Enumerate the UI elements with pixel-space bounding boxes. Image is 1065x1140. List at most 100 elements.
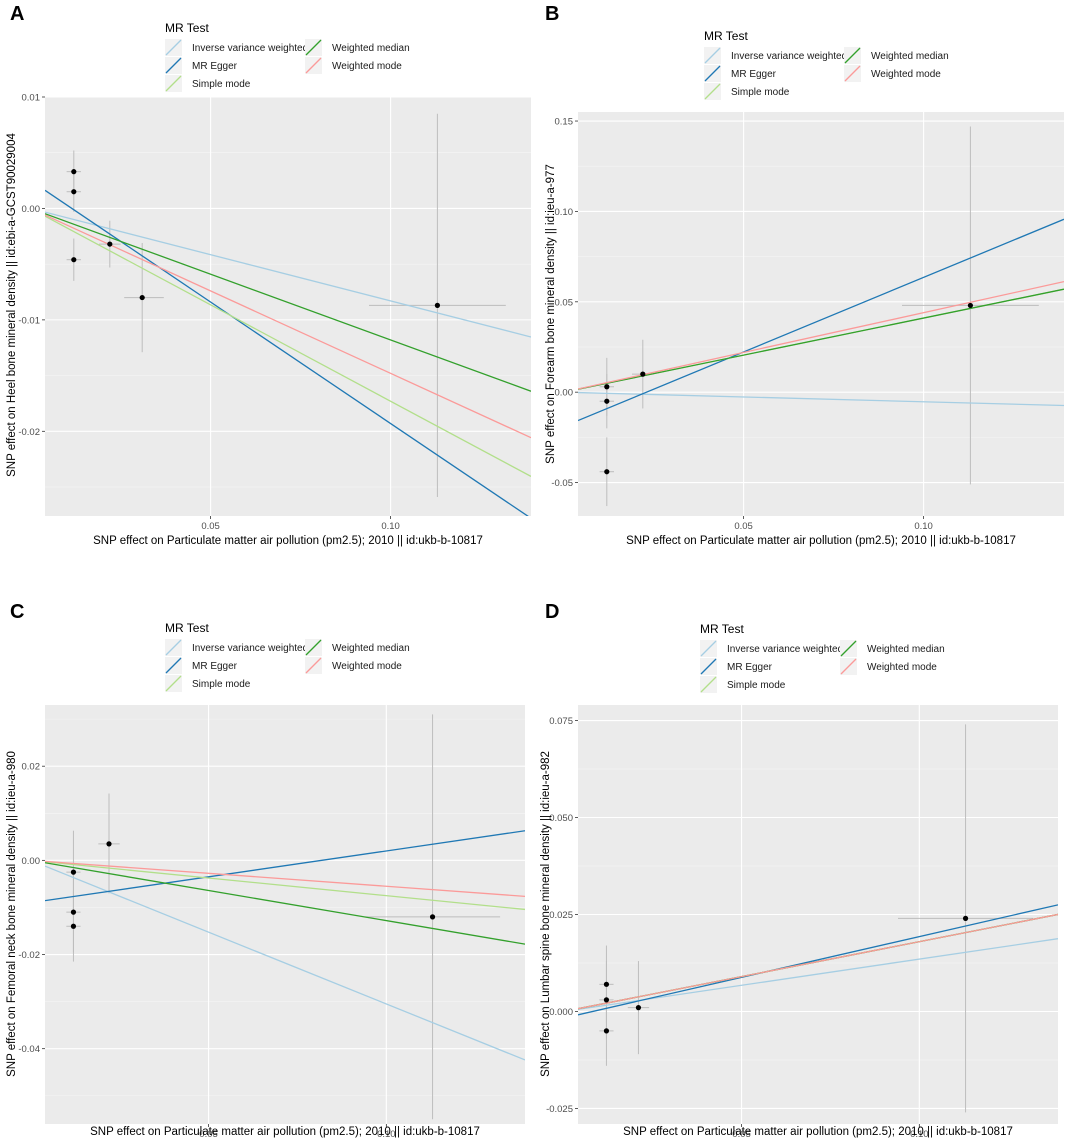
y-axis-title: SNP effect on Forearm bone mineral densi… <box>545 164 557 464</box>
legend: MR Test Inverse variance weighted MR Egger… <box>704 29 949 100</box>
x-tick-label: 0.05 <box>199 1129 218 1140</box>
legend-key-weighted_mode <box>305 657 322 674</box>
legend-key-simple_mode <box>700 676 717 693</box>
y-tick-label: 0.00 <box>555 388 574 399</box>
line-weighted-mode <box>578 913 1058 1010</box>
legend-label-weighted_median: Weighted median <box>867 644 945 655</box>
y-tick-label: -0.025 <box>546 1104 573 1115</box>
grid <box>45 97 531 516</box>
data-point <box>967 302 974 309</box>
legend-label-weighted_mode: Weighted mode <box>332 661 402 672</box>
data-point <box>71 189 77 195</box>
legend-label-ivw: Inverse variance weighted <box>192 43 308 54</box>
line-simple-mode <box>45 861 525 911</box>
legend: MR Test Inverse variance weighted MR Egger… <box>165 21 410 92</box>
legend-label-simple_mode: Simple mode <box>727 680 786 691</box>
line-ivw <box>45 211 531 338</box>
line-ivw <box>578 938 1058 1011</box>
data-point <box>107 241 113 247</box>
legend-key-ivw <box>704 47 721 64</box>
x-tick-label: 0.10 <box>381 521 400 532</box>
x-axis-title: SNP effect on Particulate matter air pol… <box>626 535 1016 547</box>
line-weighted-median <box>45 862 525 945</box>
legend-title: MR Test <box>704 29 748 43</box>
data-point <box>70 909 77 915</box>
y-tick-label: 0.000 <box>549 1007 573 1018</box>
line-weighted-mode <box>45 214 531 439</box>
plot-content <box>45 113 531 516</box>
y-tick-label: 0.025 <box>549 910 573 921</box>
y-axis-title: SNP effect on Heel bone mineral density … <box>6 133 18 477</box>
legend-key-weighted_mode <box>305 57 322 74</box>
legend-key-simple_mode <box>165 75 182 92</box>
legend-title: MR Test <box>165 621 209 635</box>
data-point <box>71 257 77 263</box>
legend-key-weighted_median <box>844 47 861 64</box>
data-point <box>70 923 77 929</box>
legend-key-weighted_mode <box>840 658 857 675</box>
y-tick-label: 0.050 <box>549 813 573 824</box>
line-ivw <box>578 391 1064 407</box>
data-point <box>603 1028 610 1034</box>
legend-label-simple_mode: Simple mode <box>192 679 251 690</box>
panel-d: D MR Test Inverse variance weighted MR Egge… <box>540 601 1058 1140</box>
legend-label-weighted_mode: Weighted mode <box>871 69 941 80</box>
legend-label-egger: MR Egger <box>731 69 777 80</box>
panel-letter: A <box>10 3 24 25</box>
legend-label-weighted_median: Weighted median <box>871 51 949 62</box>
plot-panel <box>45 705 525 1124</box>
plot-content <box>578 126 1064 507</box>
legend-label-weighted_median: Weighted median <box>332 43 410 54</box>
legend-key-ivw <box>700 640 717 657</box>
panel-a: A MR Test Inverse variance weighted MR Egge… <box>6 3 531 547</box>
legend-key-egger <box>165 657 182 674</box>
legend-label-weighted_mode: Weighted mode <box>867 662 937 673</box>
legend-label-weighted_mode: Weighted mode <box>332 61 402 72</box>
legend-key-ivw <box>165 639 182 656</box>
data-point <box>429 914 436 920</box>
data-point <box>604 398 610 404</box>
data-point <box>70 869 77 875</box>
legend: MR Test Inverse variance weighted MR Egger… <box>165 621 410 692</box>
legend-label-ivw: Inverse variance weighted <box>731 51 847 62</box>
line-weighted-mode <box>578 280 1064 390</box>
legend-label-weighted_median: Weighted median <box>332 643 410 654</box>
legend-label-egger: MR Egger <box>192 661 238 672</box>
y-tick-label: 0.15 <box>555 117 574 128</box>
y-tick-label: 0.01 <box>22 93 41 104</box>
y-tick-label: -0.05 <box>551 478 573 489</box>
legend-label-simple_mode: Simple mode <box>731 87 790 98</box>
panel-letter: C <box>10 601 24 623</box>
x-tick-label: 0.10 <box>910 1129 929 1140</box>
y-tick-label: 0.05 <box>555 297 574 308</box>
data-point <box>604 384 610 390</box>
data-point <box>603 997 610 1003</box>
y-tick-label: 0.10 <box>555 207 574 218</box>
x-tick-label: 0.05 <box>734 521 753 532</box>
legend-key-weighted_median <box>305 39 322 56</box>
legend-key-weighted_median <box>840 640 857 657</box>
panel-letter: D <box>545 601 559 623</box>
y-tick-label: 0.00 <box>22 204 41 215</box>
legend-label-egger: MR Egger <box>192 61 238 72</box>
panel-c: C MR Test Inverse variance weighted MR Egge… <box>6 601 525 1140</box>
legend-key-egger <box>704 65 721 82</box>
data-point <box>603 981 610 987</box>
grid <box>45 705 525 1124</box>
data-point <box>139 294 145 301</box>
line-egger <box>578 904 1058 1016</box>
legend: MR Test Inverse variance weighted MR Egger… <box>700 622 945 693</box>
plot-content <box>578 724 1058 1113</box>
legend-label-simple_mode: Simple mode <box>192 79 251 90</box>
legend-label-egger: MR Egger <box>727 662 773 673</box>
legend-key-weighted_mode <box>844 65 861 82</box>
y-tick-label: -0.01 <box>18 315 40 326</box>
y-tick-label: 0.075 <box>549 716 573 727</box>
line-egger <box>45 830 525 902</box>
y-tick-label: 0.00 <box>22 856 41 867</box>
legend-label-ivw: Inverse variance weighted <box>727 644 843 655</box>
grid <box>578 112 1064 516</box>
legend-key-egger <box>165 57 182 74</box>
line-egger <box>45 189 529 516</box>
